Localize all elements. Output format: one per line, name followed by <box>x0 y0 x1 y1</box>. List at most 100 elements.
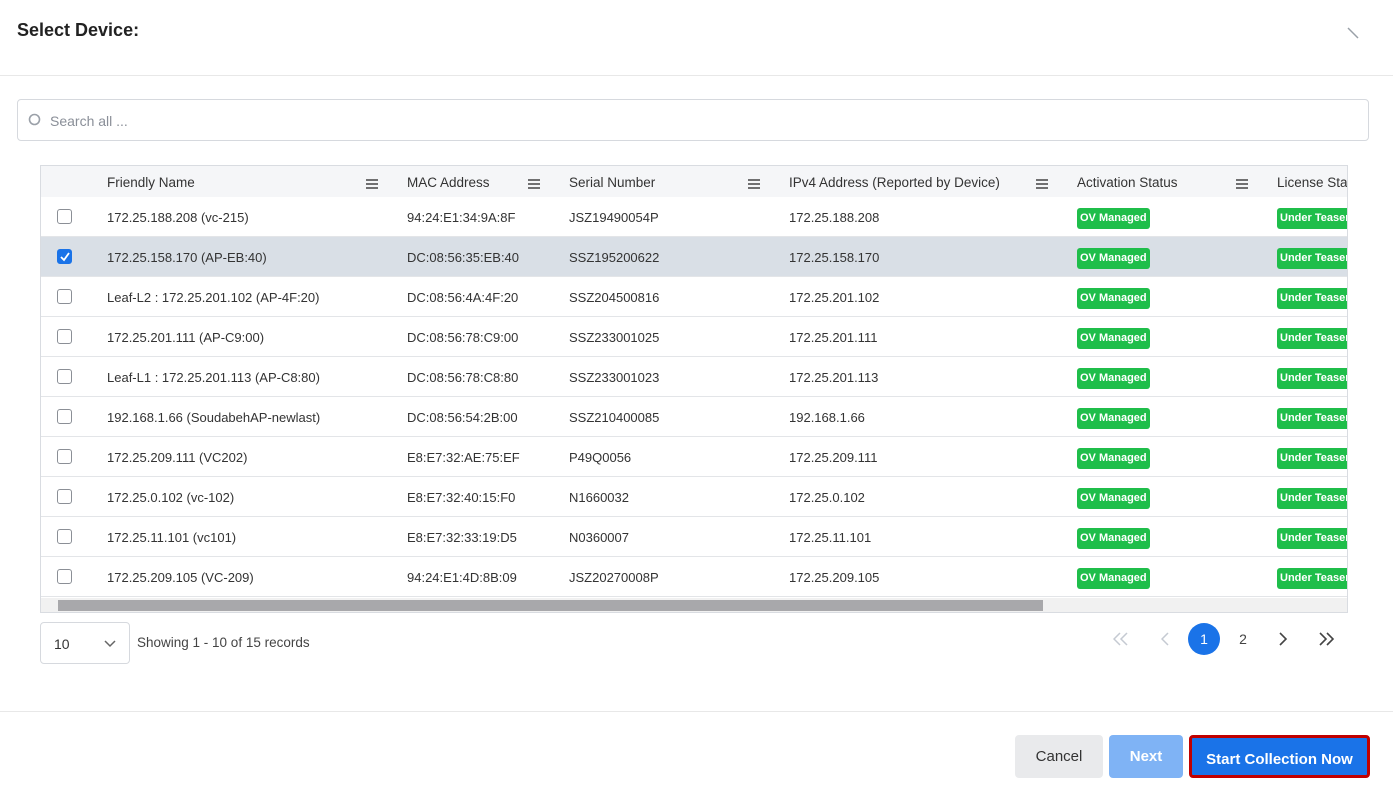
header-row: Friendly Name MAC Address Serial Number IPv… <box>41 166 1348 198</box>
divider <box>0 711 1393 712</box>
search-box[interactable]: Search all ... <box>17 99 1369 141</box>
cell-text: SSZ233001025 <box>569 330 659 345</box>
license-badge: Under Teaser <box>1277 568 1348 589</box>
cell-text: DC:08:56:78:C8:80 <box>407 370 518 385</box>
license-badge: Under Teaser <box>1277 408 1348 429</box>
cell-text: 172.25.188.208 (vc-215) <box>107 210 249 225</box>
table-row[interactable]: 172.25.209.105 (VC-209) 94:24:E1:4D:8B:09… <box>41 557 1348 597</box>
cell-text: DC:08:56:78:C9:00 <box>407 330 518 345</box>
cell-text: 94:24:E1:34:9A:8F <box>407 210 515 225</box>
license-badge: Under Teaser <box>1277 448 1348 469</box>
dialog-title: Select Device: <box>17 20 139 41</box>
activation-badge: OV Managed <box>1077 408 1150 429</box>
column-menu[interactable] <box>748 176 760 186</box>
table-row[interactable]: 172.25.209.111 (VC202)E8:E7:32:AE:75:EFP… <box>41 437 1348 477</box>
column-header[interactable]: IPv4 Address (Reported by Device) <box>789 175 1000 190</box>
activation-badge: OV Managed <box>1077 488 1150 509</box>
prev-page[interactable] <box>1161 632 1171 646</box>
table-row[interactable]: Leaf-L2 : 172.25.201.102 (AP-4F:20)DC:08… <box>41 277 1348 317</box>
row-checkbox[interactable] <box>57 289 72 304</box>
row-checkbox[interactable] <box>57 529 72 544</box>
cell-text: N0360007 <box>569 530 629 545</box>
cell-text: 172.25.209.105 <box>789 570 879 585</box>
next-page[interactable] <box>1278 632 1288 646</box>
cell-text: DC:08:56:35:EB:40 <box>407 250 519 265</box>
column-header[interactable]: License Status <box>1277 175 1348 190</box>
activation-badge: OV Managed <box>1077 248 1150 269</box>
row-checkbox[interactable] <box>57 409 72 424</box>
column-menu[interactable] <box>528 176 540 186</box>
cell-text: 172.25.158.170 (AP-EB:40) <box>107 250 267 265</box>
table-row[interactable]: 172.25.158.170 (AP-EB:40) DC:08:56:35:EB:… <box>41 237 1348 277</box>
cell-text: 172.25.209.105 (VC-209) <box>107 570 254 585</box>
row-checkbox[interactable] <box>57 449 72 464</box>
license-badge: Under Teaser <box>1277 208 1348 229</box>
row-checkbox[interactable] <box>57 329 72 344</box>
start-collection-button[interactable]: Start Collection Now <box>1189 735 1370 778</box>
activation-badge: OV Managed <box>1077 328 1150 349</box>
cell-text: SSZ210400085 <box>569 410 659 425</box>
chevron <box>104 640 116 648</box>
h-scrollbar[interactable] <box>41 598 1347 613</box>
table-row[interactable]: 172.25.201.111 (AP-C9:00) DC:08:56:78:C9:… <box>41 317 1348 357</box>
cell-text: SSZ204500816 <box>569 290 659 305</box>
page-button[interactable]: 1 <box>1188 623 1220 655</box>
cell-text: 172.25.0.102 (vc-102) <box>107 490 234 505</box>
cell-text: 172.25.209.111 <box>789 450 877 465</box>
cell-text: DC:08:56:4A:4F:20 <box>407 290 518 305</box>
cell-text: SSZ195200622 <box>569 250 659 265</box>
table-row[interactable]: 192.168.1.66 (SoudabehAP-newlast) DC:08:5… <box>41 397 1348 437</box>
cell-text: 94:24:E1:4D:8B:09 <box>407 570 517 585</box>
row-checkbox[interactable] <box>57 209 72 224</box>
license-badge: Under Teaser <box>1277 368 1348 389</box>
page-size: 10 <box>54 636 70 652</box>
cell-text: 172.25.11.101 <box>789 530 871 545</box>
activation-badge: OV Managed <box>1077 528 1150 549</box>
license-badge: Under Teaser <box>1277 488 1348 509</box>
cell-text: 172.25.201.113 <box>789 370 878 385</box>
license-badge: Under Teaser <box>1277 248 1348 269</box>
license-badge: Under Teaser <box>1277 288 1348 309</box>
cancel-button[interactable]: Cancel <box>1015 735 1103 778</box>
table-row[interactable]: 172.25.11.101 (vc101)E8:E7:32:33:19:D5N0… <box>41 517 1348 557</box>
column-header[interactable]: Friendly Name <box>107 175 195 190</box>
row-checkbox[interactable] <box>57 369 72 384</box>
search-placeholder: Search all ... <box>50 113 128 129</box>
last-page[interactable] <box>1319 632 1335 646</box>
column-menu[interactable] <box>1036 176 1048 186</box>
table-row[interactable]: Leaf-L1 : 172.25.201.113 (AP-C8:80) DC:08… <box>41 357 1348 397</box>
column-menu[interactable] <box>366 176 378 186</box>
table-row[interactable]: 172.25.188.208 (vc-215) 94:24:E1:34:9A:8F… <box>41 197 1348 237</box>
cell-text: 172.25.201.111 (AP-C9:00) <box>107 330 264 345</box>
scroll-thumb[interactable] <box>58 600 1043 611</box>
activation-badge: OV Managed <box>1077 568 1150 589</box>
column-header[interactable]: MAC Address <box>407 175 490 190</box>
table-row[interactable]: 172.25.0.102 (vc-102)E8:E7:32:40:15:F0N1… <box>41 477 1348 517</box>
cell-text: E8:E7:32:33:19:D5 <box>407 530 517 545</box>
next-button[interactable]: Next <box>1109 735 1183 778</box>
page-size-select[interactable]: 10 <box>40 622 130 664</box>
column-header[interactable]: Activation Status <box>1077 175 1178 190</box>
cell-text: 172.25.0.102 <box>789 490 865 505</box>
page-button[interactable]: 2 <box>1227 623 1259 655</box>
row-checkbox[interactable] <box>57 249 72 264</box>
cell-text: 192.168.1.66 <box>789 410 865 425</box>
cell-text: 172.25.188.208 <box>789 210 879 225</box>
cell-text: Leaf-L1 : 172.25.201.113 (AP-C8:80) <box>107 370 320 385</box>
activation-badge: OV Managed <box>1077 448 1150 469</box>
cell-text: DC:08:56:54:2B:00 <box>407 410 518 425</box>
column-header[interactable]: Serial Number <box>569 175 655 190</box>
row-checkbox[interactable] <box>57 569 72 584</box>
records-summary: Showing 1 - 10 of 15 records <box>137 635 310 650</box>
close-button[interactable] <box>1346 26 1360 40</box>
first-page[interactable] <box>1113 632 1129 646</box>
column-menu[interactable] <box>1236 176 1248 186</box>
row-checkbox[interactable] <box>57 489 72 504</box>
cell-text: 172.25.158.170 <box>789 250 879 265</box>
cell-text: 192.168.1.66 (SoudabehAP-newlast) <box>107 410 320 425</box>
search-icon <box>28 113 42 127</box>
cell-text: E8:E7:32:40:15:F0 <box>407 490 515 505</box>
device-table: Friendly Name MAC Address Serial Number IPv… <box>40 165 1348 613</box>
cell-text: E8:E7:32:AE:75:EF <box>407 450 520 465</box>
